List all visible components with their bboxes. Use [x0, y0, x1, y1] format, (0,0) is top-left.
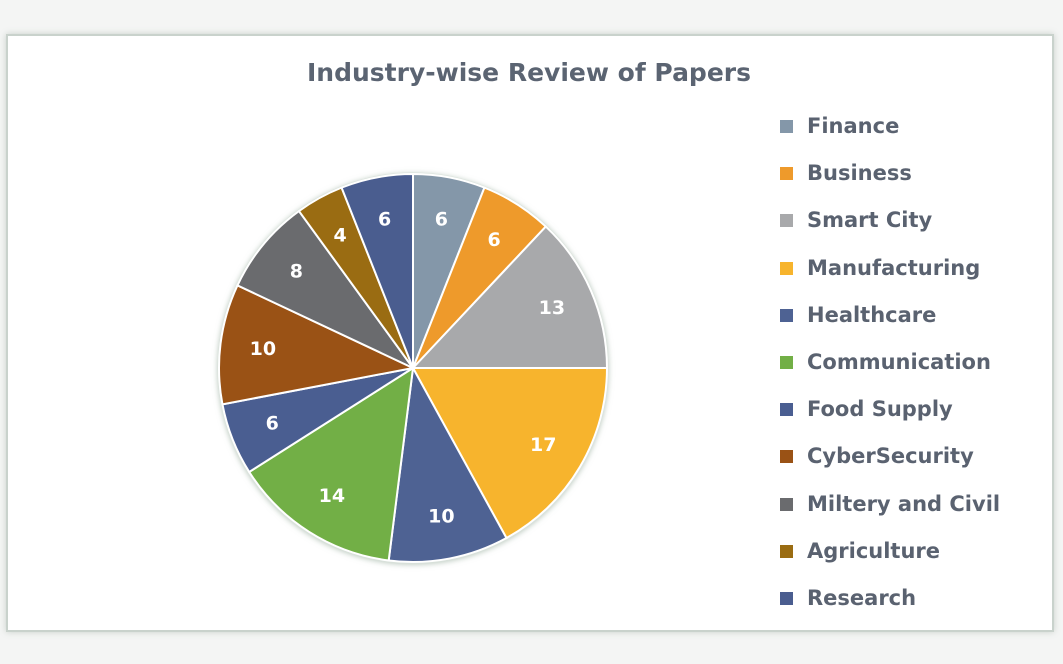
legend-label: Agriculture	[807, 538, 941, 563]
pie-slice-smart-city	[410, 225, 609, 369]
data-label-finance: 6	[435, 208, 448, 230]
legend-label: Research	[807, 585, 917, 610]
legend-label: Finance	[807, 114, 900, 138]
data-label-smart-city: 13	[539, 297, 565, 319]
legend-swatch	[780, 450, 793, 464]
data-label-food-supply: 6	[266, 413, 279, 435]
pie-slice-cybersecurity	[218, 284, 417, 406]
legend-label: Food Supply	[807, 397, 953, 422]
legend-swatch	[780, 308, 793, 322]
pie-slices	[218, 172, 609, 563]
legend-swatch	[780, 355, 793, 369]
pie-slice-miltery-and-civil	[236, 209, 414, 369]
data-label-manufacturing: 17	[530, 434, 556, 456]
legend-label: Business	[807, 161, 912, 186]
legend-swatch	[780, 591, 793, 605]
pie-slice-communication	[247, 366, 415, 562]
data-label-business: 6	[487, 229, 500, 251]
legend-label: Communication	[807, 349, 991, 374]
legend-label: Miltery and Civil	[807, 491, 1001, 516]
pie-data-labels: 6 6 13 17 10 14 6 10 8 4 6	[250, 208, 565, 527]
data-label-research: 6	[378, 208, 391, 230]
legend-swatch	[780, 403, 793, 417]
legend-label: CyberSecurity	[807, 444, 974, 469]
legend-label: Healthcare	[807, 302, 937, 327]
data-label-cybersecurity: 10	[250, 338, 276, 360]
legend-swatch	[780, 214, 793, 228]
legend-swatch	[780, 497, 793, 511]
data-label-communication: 14	[319, 485, 345, 507]
legend-label: Smart City	[807, 208, 933, 233]
legend-label: Manufacturing	[807, 255, 981, 280]
legend-swatch	[780, 167, 793, 181]
legend-swatch	[780, 544, 793, 558]
legend-swatch	[780, 120, 793, 133]
chart-title: Industry-wise Review of Papers	[307, 58, 751, 87]
pie-slice-healthcare	[387, 364, 508, 563]
legend-swatch	[780, 261, 793, 275]
pie-slice-manufacturing	[411, 367, 609, 540]
data-label-agriculture: 4	[333, 224, 346, 246]
data-label-healthcare: 10	[428, 506, 454, 528]
pie-slice-research	[340, 172, 414, 369]
data-label-miltery-and-civil: 8	[290, 261, 303, 283]
